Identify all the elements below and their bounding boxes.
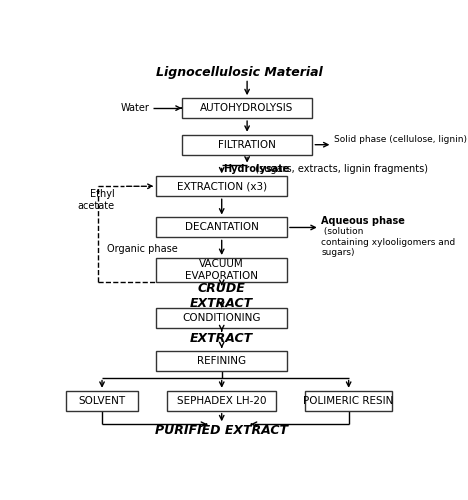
Text: CRUDE
EXTRACT: CRUDE EXTRACT [190, 282, 253, 310]
Text: AUTOHYDROLYSIS: AUTOHYDROLYSIS [200, 103, 294, 113]
Text: (solution
containing xylooligomers and
sugars): (solution containing xylooligomers and s… [322, 228, 456, 258]
FancyBboxPatch shape [66, 390, 139, 410]
FancyBboxPatch shape [156, 176, 287, 197]
Text: PURIFIED EXTRACT: PURIFIED EXTRACT [155, 424, 288, 437]
Text: CONDITIONING: CONDITIONING [183, 313, 261, 323]
Text: (sugars, extracts, lignin fragments): (sugars, extracts, lignin fragments) [252, 164, 428, 173]
Text: Lignocellulosic Material: Lignocellulosic Material [156, 66, 323, 79]
Text: Aqueous phase: Aqueous phase [322, 216, 405, 226]
Text: FILTRATION: FILTRATION [218, 140, 276, 149]
FancyBboxPatch shape [182, 98, 313, 118]
Text: EXTRACTION (x3): EXTRACTION (x3) [176, 182, 267, 192]
Text: SEPHADEX LH-20: SEPHADEX LH-20 [177, 396, 266, 406]
FancyBboxPatch shape [168, 390, 276, 410]
FancyBboxPatch shape [156, 351, 287, 371]
Text: EXTRACT: EXTRACT [190, 332, 253, 345]
Text: DECANTATION: DECANTATION [185, 222, 259, 232]
FancyBboxPatch shape [182, 134, 313, 154]
Text: REFINING: REFINING [197, 356, 246, 366]
Text: Water: Water [120, 103, 149, 113]
Text: Hydrolysate: Hydrolysate [224, 164, 290, 173]
FancyBboxPatch shape [156, 258, 287, 282]
FancyBboxPatch shape [305, 390, 392, 410]
Text: VACUUM
EVAPORATION: VACUUM EVAPORATION [185, 259, 258, 280]
Text: SOLVENT: SOLVENT [79, 396, 125, 406]
Text: POLIMERIC RESIN: POLIMERIC RESIN [303, 396, 394, 406]
Text: Solid phase (cellulose, lignin): Solid phase (cellulose, lignin) [334, 135, 467, 144]
FancyBboxPatch shape [156, 308, 287, 328]
Text: Ethyl
acetate: Ethyl acetate [78, 189, 115, 210]
Text: Organic phase: Organic phase [108, 244, 178, 254]
FancyBboxPatch shape [156, 218, 287, 238]
